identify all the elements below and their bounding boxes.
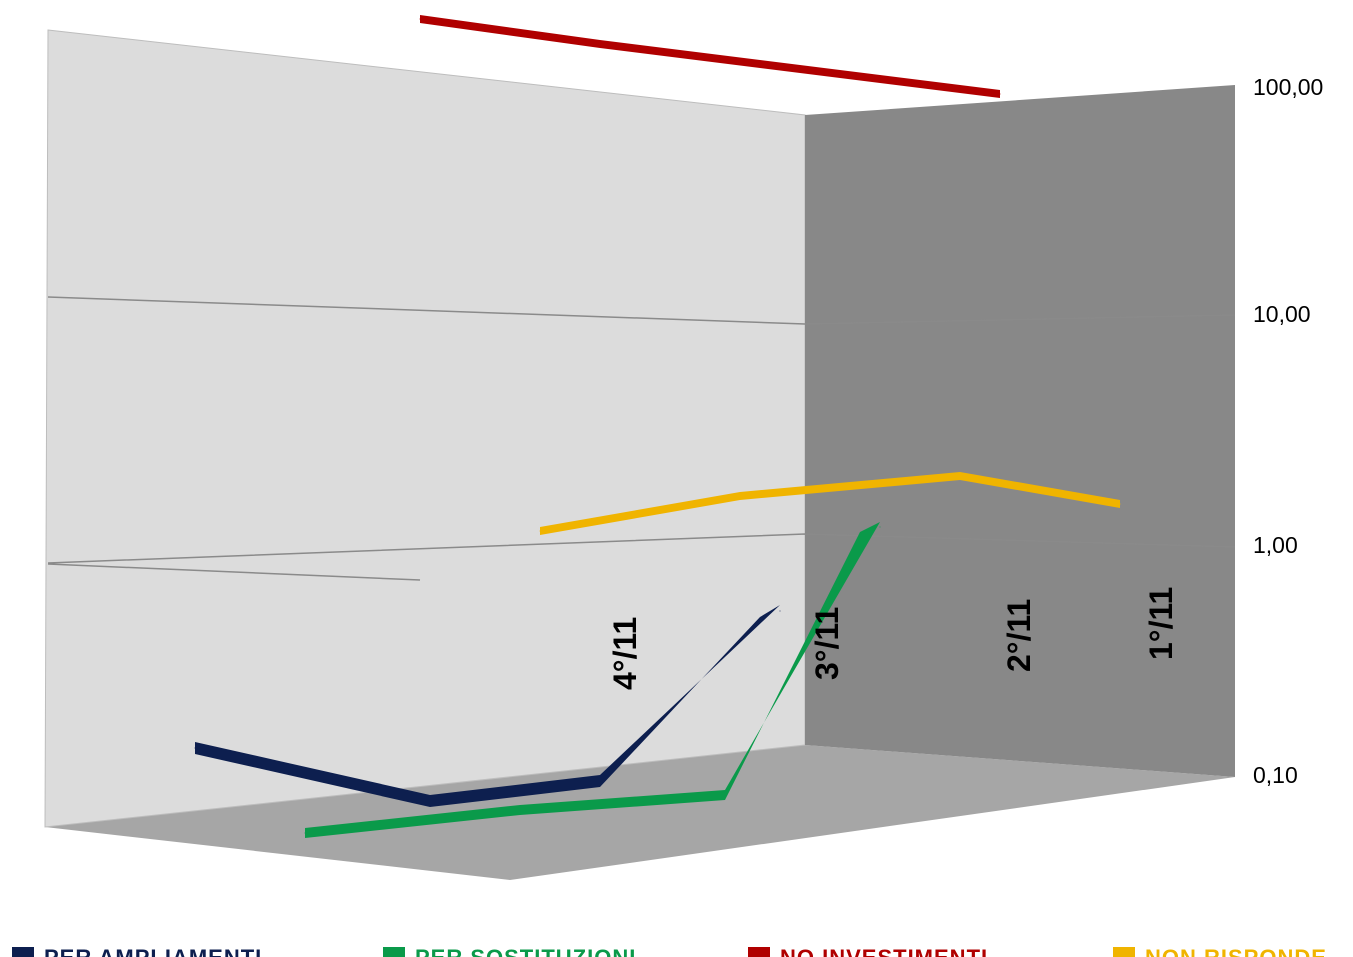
data-point xyxy=(1119,503,1121,505)
y-tick-label: 0,10 xyxy=(1253,762,1298,788)
data-point xyxy=(739,495,741,497)
gridline-10 xyxy=(47,296,1236,325)
data-point xyxy=(419,18,421,20)
data-point xyxy=(539,530,541,532)
legend-swatch xyxy=(748,947,770,957)
back-wall-left xyxy=(44,29,806,828)
gridline-1 xyxy=(47,533,1236,564)
back-wall-right xyxy=(805,85,1235,777)
legend-label: PER SOSTITUZIONI xyxy=(415,945,636,957)
legend-item: PER SOSTITUZIONI xyxy=(383,945,636,957)
data-point xyxy=(599,780,601,782)
legend-swatch xyxy=(383,947,405,957)
y-tick-label: 10,00 xyxy=(1253,301,1311,327)
category-label: 4°/11 xyxy=(607,617,643,690)
legend: PER AMPLIAMENTI PER SOSTITUZIONI NO INVE… xyxy=(0,930,1353,957)
series-layer xyxy=(194,15,1121,838)
legend-label: NON RISPONDE xyxy=(1145,945,1327,957)
category-label: 1°/11 xyxy=(1143,587,1179,660)
legend-item: NO INVESTIMENTI xyxy=(748,945,988,957)
y-tick-label: 1,00 xyxy=(1253,532,1298,558)
series-line-2 xyxy=(420,15,1000,98)
data-point xyxy=(779,610,781,612)
series-line-3 xyxy=(540,472,1120,535)
gridlines xyxy=(47,296,1236,581)
data-point xyxy=(304,832,306,834)
data-point xyxy=(959,475,961,477)
gridline-1-front xyxy=(47,563,421,581)
legend-swatch xyxy=(1113,947,1135,957)
legend-label: NO INVESTIMENTI xyxy=(780,945,988,957)
category-label: 3°/11 xyxy=(809,607,845,680)
data-point xyxy=(194,747,196,749)
data-point xyxy=(724,794,726,796)
data-point xyxy=(519,809,521,811)
data-point xyxy=(799,68,801,70)
category-label: 2°/11 xyxy=(1001,599,1037,672)
x-axis: 4°/11 3°/11 2°/11 1°/11 xyxy=(607,587,1179,690)
legend-item: NON RISPONDE xyxy=(1113,945,1327,957)
data-point xyxy=(879,526,881,528)
y-axis: 100,00 10,00 1,00 0,10 xyxy=(1253,74,1323,788)
y-tick-label: 100,00 xyxy=(1253,74,1323,100)
data-point xyxy=(429,800,431,802)
data-point xyxy=(999,93,1001,95)
legend-item: PER AMPLIAMENTI xyxy=(12,945,262,957)
floor xyxy=(45,745,1235,880)
data-point xyxy=(599,43,601,45)
legend-label: PER AMPLIAMENTI xyxy=(44,945,262,957)
legend-swatch xyxy=(12,947,34,957)
